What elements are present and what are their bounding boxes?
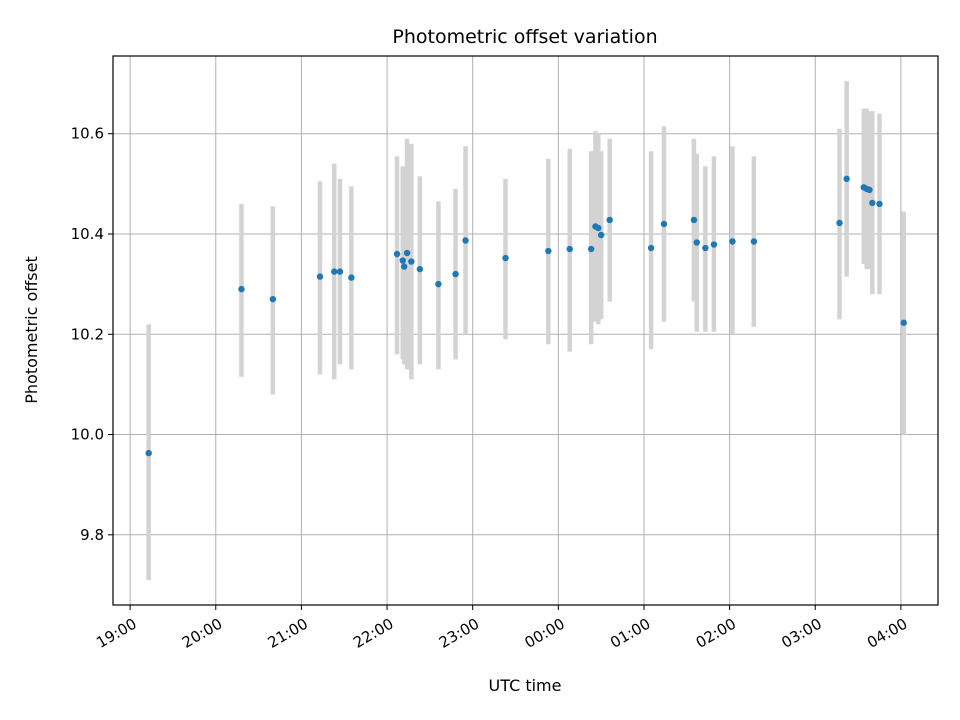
y-tick-label: 10.0 [71,426,104,444]
x-tick-label: 04:00 [864,615,910,652]
data-point [269,295,277,303]
x-tick-label: 00:00 [521,615,567,652]
data-point [690,216,698,224]
error-bars [146,81,906,580]
data-points [145,175,907,457]
data-point [400,263,408,270]
y-tick-label: 9.8 [80,526,104,544]
data-point [336,268,344,275]
data-point [647,244,655,252]
x-axis-ticks: 19:00 20:00 21:00 22:00 23:00 00:00 01:00 02:00… [93,605,910,652]
chart-title: Photometric offset variation [392,26,657,48]
data-point [702,244,709,252]
x-tick-label: 22:00 [350,615,396,652]
data-point [606,216,613,224]
data-point [869,199,876,207]
data-point [876,200,883,208]
x-axis-label: UTC time [489,676,562,695]
x-tick-label: 21:00 [265,615,311,652]
plot-area-frame [112,55,939,606]
data-point [900,319,907,326]
data-point [693,239,700,246]
data-point [408,258,415,265]
data-point [416,265,424,273]
x-tick-label: 02:00 [693,615,739,652]
x-tick-label: 01:00 [607,615,653,652]
y-axis-label: Photometric offset [22,256,41,404]
x-tick-label: 19:00 [93,615,139,652]
data-point [566,245,573,253]
data-point [393,250,401,258]
y-tick-label: 10.6 [71,125,104,143]
data-point [660,220,668,228]
x-tick-label: 23:00 [436,615,482,652]
x-tick-label: 03:00 [778,615,824,652]
data-point [331,268,338,275]
data-point [729,238,736,245]
data-point [145,449,152,457]
y-tick-label: 10.2 [71,325,104,343]
data-point [750,238,758,245]
y-axis-ticks: 9.8 10.0 10.2 10.4 10.6 [71,125,113,544]
data-point [866,186,873,194]
data-point [597,231,605,239]
y-tick-label: 10.4 [71,225,104,243]
x-tick-label: 20:00 [179,615,225,652]
data-point [316,273,324,280]
data-point [462,237,469,244]
data-point [595,224,602,232]
grid-lines [113,56,938,605]
data-point [843,175,850,183]
data-point [502,254,509,262]
data-point [348,274,355,281]
data-point [587,245,595,253]
data-point [710,241,718,248]
data-point [399,257,406,264]
data-point [452,270,459,278]
data-point [403,249,411,257]
data-point [435,280,442,288]
data-point [545,247,552,255]
data-point [238,285,245,293]
data-point [836,219,843,227]
